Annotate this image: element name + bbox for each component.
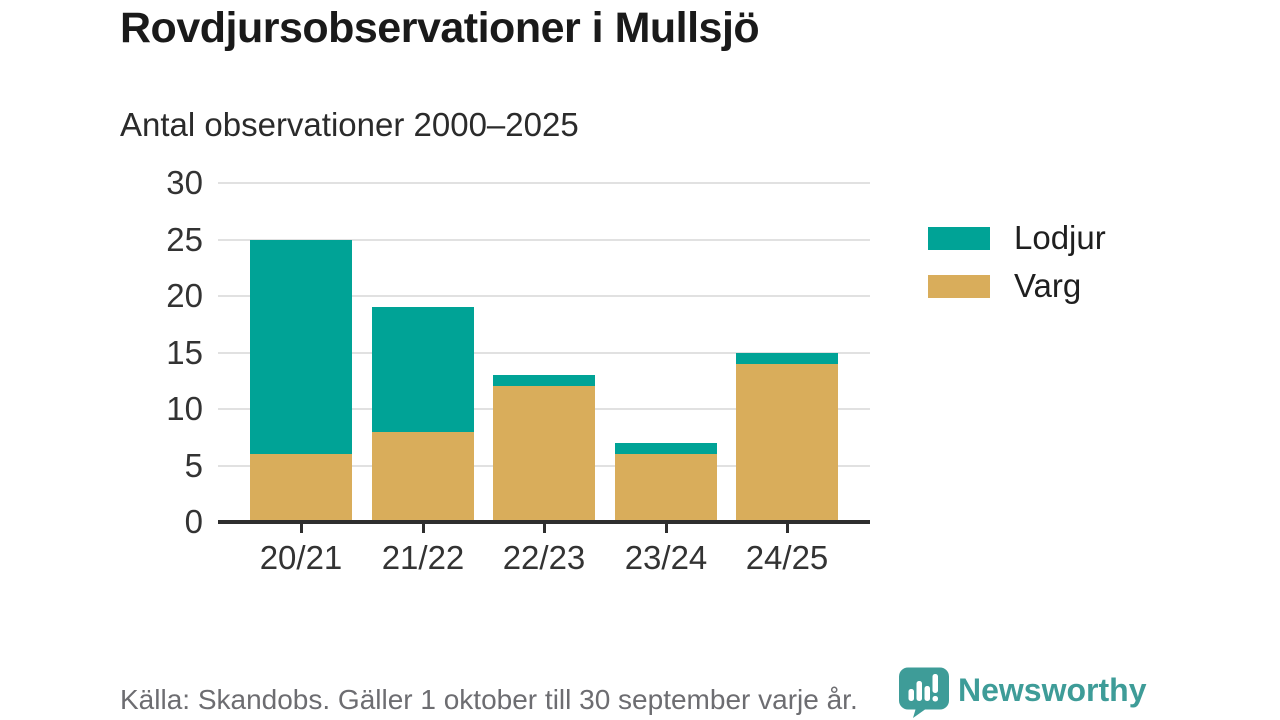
legend-label: Lodjur: [1014, 219, 1106, 256]
logo-exclamation-bar: [932, 674, 938, 693]
legend-item-varg: Varg: [928, 262, 1106, 310]
bar-21/22-lodjur: [372, 307, 474, 432]
brand-name: Newsworthy: [958, 672, 1147, 708]
x-tick-20/21: [299, 524, 303, 533]
bar-24/25-lodjur: [736, 352, 838, 364]
bar-24/25-varg: [736, 363, 838, 522]
y-tick-label: 30: [166, 164, 203, 201]
legend-label: Varg: [1014, 267, 1082, 304]
gridline-20: [218, 295, 870, 297]
x-tick-24/25: [785, 524, 789, 533]
chart-subtitle: Antal observationer 2000–2025: [120, 106, 579, 143]
legend-item-lodjur: Lodjur: [928, 214, 1106, 262]
newsworthy-speech-bubble-icon: [899, 667, 949, 718]
x-tick-label: 22/23: [502, 539, 586, 576]
y-tick-label: 5: [184, 446, 203, 484]
x-axis-line: [218, 520, 870, 524]
y-tick-label: 10: [166, 390, 203, 427]
x-tick-21/22: [421, 524, 425, 533]
bar-21/22-varg: [372, 431, 474, 522]
newsworthy-logo: Newsworthy: [897, 666, 1146, 718]
bar-20/21-lodjur: [250, 239, 352, 455]
legend: Lodjur Varg: [928, 214, 1106, 310]
x-tick-22/23: [542, 524, 546, 533]
gridline-30: [218, 182, 870, 184]
x-tick-label: 23/24: [624, 539, 708, 576]
x-tick-label: 24/25: [745, 539, 829, 576]
logo-bar-3: [924, 686, 930, 701]
x-tick-23/24: [664, 524, 668, 533]
logo-bar-2: [916, 681, 922, 701]
bar-20/21-varg: [250, 454, 352, 522]
x-tick-label: 21/22: [381, 539, 465, 576]
y-tick-label: 25: [166, 220, 203, 258]
bar-23/24-lodjur: [615, 442, 717, 455]
bar-23/24-varg: [615, 454, 717, 522]
y-tick-label: 20: [166, 277, 203, 314]
bar-22/23-varg: [493, 386, 595, 522]
y-tick-label: 0: [184, 503, 203, 540]
gridline-25: [218, 238, 870, 241]
logo-exclamation-dot: [932, 696, 938, 702]
legend-swatch-varg: [928, 274, 990, 298]
gridline-15: [218, 351, 870, 354]
x-tick-label: 20/21: [259, 539, 343, 576]
source-note: Källa: Skandobs. Gäller 1 oktober till 3…: [120, 684, 858, 715]
legend-swatch-lodjur: [928, 226, 990, 250]
logo-bar-1: [908, 689, 914, 701]
y-tick-label: 15: [166, 333, 203, 371]
chart-title: Rovdjursobservationer i Mullsjö: [120, 4, 760, 52]
bar-22/23-lodjur: [493, 375, 595, 387]
